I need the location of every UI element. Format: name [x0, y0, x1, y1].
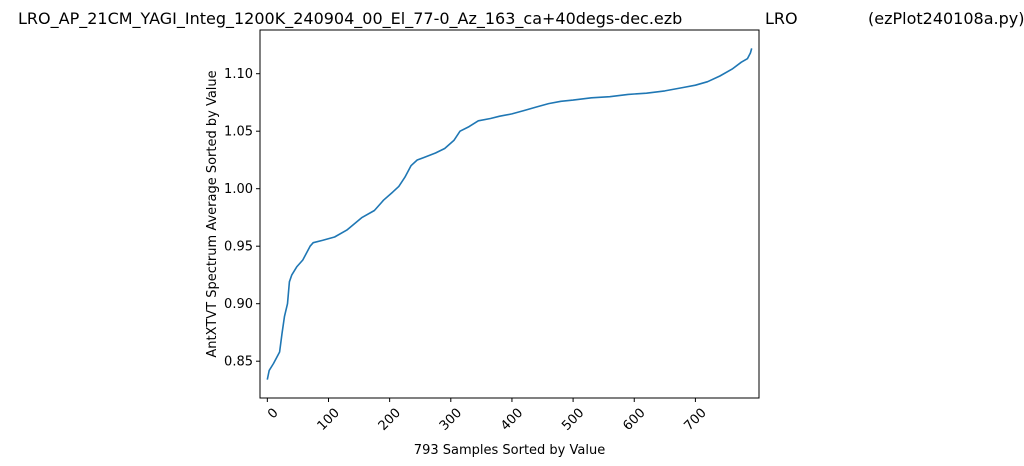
x-tick-label: 400	[498, 406, 526, 434]
x-tick-label: 300	[437, 406, 465, 434]
x-tick-label: 0	[265, 406, 281, 422]
x-axis-ticks: 0 100 200 300 400 500 600 700	[265, 398, 710, 434]
y-tick-label: 0.85	[224, 355, 253, 370]
x-tick-label: 500	[559, 406, 587, 434]
title-bar: LRO_AP_21CM_YAGI_Integ_1200K_240904_00_E…	[0, 0, 1024, 36]
x-tick-label: 100	[315, 406, 343, 434]
axes-frame	[259, 29, 760, 399]
y-tick-label: 1.10	[224, 67, 253, 82]
y-tick-label: 1.05	[224, 125, 253, 140]
x-tick-label: 700	[682, 406, 710, 434]
plot-title-filename: LRO_AP_21CM_YAGI_Integ_1200K_240904_00_E…	[18, 9, 683, 28]
y-tick-label: 0.90	[224, 297, 253, 312]
x-tick-label: 200	[376, 406, 404, 434]
y-tick-label: 0.95	[224, 240, 253, 255]
plot-area	[266, 48, 753, 380]
plot-title-station: LRO	[765, 9, 798, 28]
x-axis-label: 793 Samples Sorted by Value	[414, 443, 605, 458]
y-tick-label: 1.00	[224, 182, 253, 197]
y-axis-label: AntXTVT Spectrum Average Sorted by Value	[205, 70, 220, 357]
plot-title-program: (ezPlot240108a.py)	[868, 9, 1024, 28]
x-tick-label: 600	[620, 406, 648, 434]
series-line-0	[266, 48, 753, 380]
y-axis-ticks: 0.85 0.90 0.95 1.00 1.05 1.10	[224, 67, 260, 370]
